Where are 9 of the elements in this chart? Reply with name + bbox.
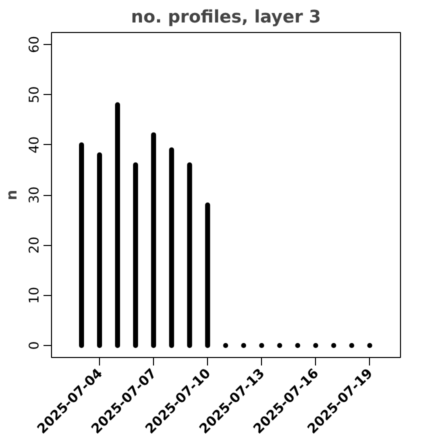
y-tick-label: 10 — [28, 286, 42, 304]
y-tick-label: 40 — [28, 136, 42, 154]
y-tick-label: 0 — [28, 341, 42, 350]
y-axis-title: n — [4, 190, 20, 200]
y-tick-label: 50 — [28, 86, 42, 104]
chart-title: no. profiles, layer 3 — [131, 8, 321, 28]
y-tick-label: 60 — [28, 36, 42, 54]
y-tick-label: 20 — [28, 236, 42, 254]
y-tick-label: 30 — [28, 186, 42, 204]
